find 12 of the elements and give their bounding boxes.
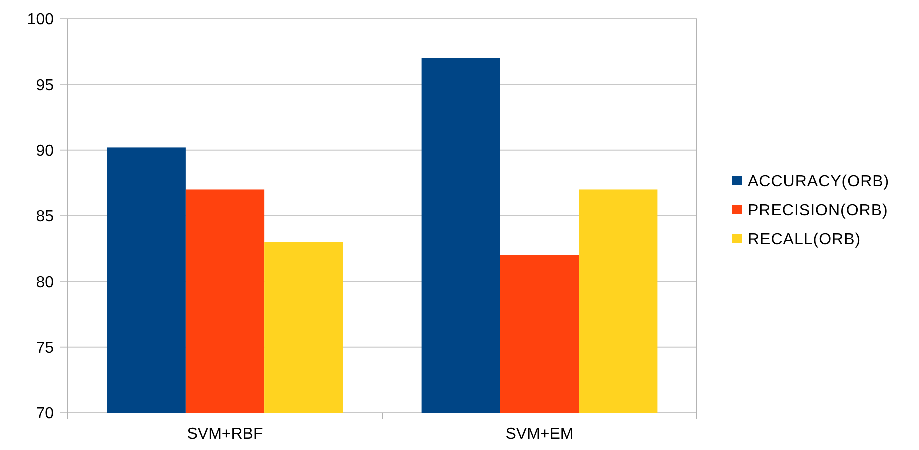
y-tick-label: 90 — [36, 142, 54, 160]
y-tick-label: 95 — [36, 77, 54, 94]
legend-label: PRECISION(ORB) — [748, 202, 888, 220]
y-tick-label: 100 — [27, 12, 54, 29]
x-tick-label: SVM+EM — [506, 426, 574, 443]
x-tick-label: SVM+RBF — [187, 426, 264, 443]
y-tick-label: 70 — [36, 406, 54, 423]
legend-label: ACCURACY(ORB) — [748, 174, 890, 191]
y-tick-label: 75 — [36, 340, 54, 357]
legend-label: RECALL(ORB) — [748, 232, 862, 249]
y-tick-label: 85 — [36, 208, 54, 226]
y-tick-label: 80 — [36, 274, 54, 292]
